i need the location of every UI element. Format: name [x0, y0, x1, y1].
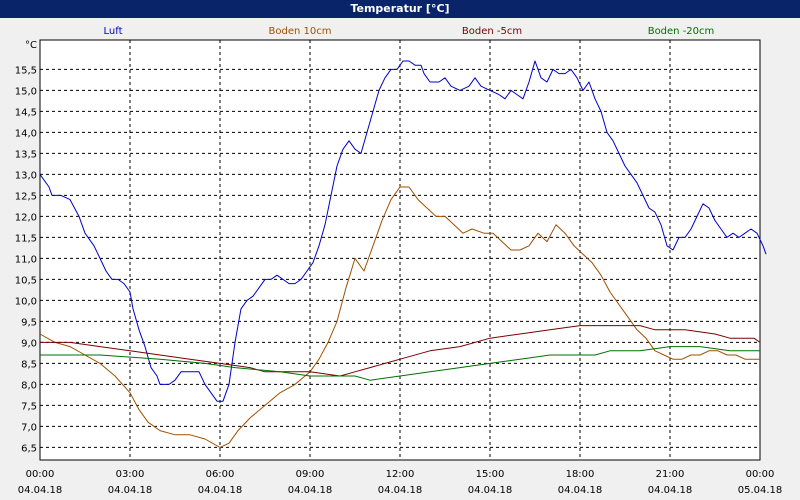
window-title: Temperatur [°C] — [0, 0, 800, 18]
x-tick-date-label: 04.04.18 — [198, 485, 243, 496]
x-tick-date-label: 04.04.18 — [288, 485, 333, 496]
y-axis-unit-label: °C — [25, 40, 37, 51]
y-tick-label: 11,0 — [15, 254, 37, 265]
legend-entry: Boden -5cm — [462, 26, 522, 37]
x-tick-time-label: 06:00 — [206, 469, 235, 480]
y-tick-label: 13,5 — [15, 149, 37, 160]
y-tick-label: 6,5 — [21, 443, 37, 454]
y-tick-label: 11,5 — [15, 233, 37, 244]
y-tick-label: 15,5 — [15, 65, 37, 76]
x-tick-date-label: 04.04.18 — [558, 485, 603, 496]
y-tick-label: 9,0 — [21, 338, 37, 349]
x-tick-date-label: 04.04.18 — [648, 485, 693, 496]
series-line-0 — [39, 60, 767, 402]
y-tick-label: 10,5 — [15, 275, 37, 286]
y-tick-label: 12,5 — [15, 191, 37, 202]
series-line-2 — [40, 325, 761, 377]
x-tick-time-label: 00:00 — [746, 469, 775, 480]
y-tick-label: 14,0 — [15, 128, 37, 139]
x-tick-time-label: 03:00 — [116, 469, 145, 480]
x-tick-date-label: 04.04.18 — [378, 485, 423, 496]
series-line-3 — [40, 346, 760, 381]
x-tick-time-label: 12:00 — [386, 469, 415, 480]
x-tick-time-label: 00:00 — [26, 469, 55, 480]
y-tick-label: 13,0 — [15, 170, 37, 181]
x-tick-time-label: 21:00 — [656, 469, 685, 480]
x-tick-date-label: 04.04.18 — [108, 485, 153, 496]
axes: 6,5 7,0 7,5 8,0 8,5 9,0 9,5 10,0 10,5 11,0 11,5 12,… — [15, 65, 783, 496]
x-tick-date-label: 05.04.18 — [738, 485, 783, 496]
series-lines — [39, 60, 767, 448]
series-line-1 — [39, 186, 760, 448]
y-tick-label: 7,5 — [21, 401, 37, 412]
legend-entry: Luft — [104, 26, 123, 37]
x-tick-time-label: 09:00 — [296, 469, 325, 480]
y-tick-label: 14,5 — [15, 107, 37, 118]
y-tick-label: 15,0 — [15, 86, 37, 97]
x-tick-time-label: 15:00 — [476, 469, 505, 480]
x-tick-date-label: 04.04.18 — [18, 485, 63, 496]
y-tick-label: 10,0 — [15, 296, 37, 307]
legend: Luft Boden 10cm Boden -5cm Boden -20cm — [104, 26, 715, 37]
y-tick-label: 7,0 — [21, 422, 37, 433]
y-tick-label: 9,5 — [21, 317, 37, 328]
y-tick-label: 12,0 — [15, 212, 37, 223]
x-tick-time-label: 18:00 — [566, 469, 595, 480]
x-tick-date-label: 04.04.18 — [468, 485, 513, 496]
legend-entry: Boden -20cm — [648, 26, 715, 37]
legend-entry: Boden 10cm — [269, 26, 332, 37]
y-tick-label: 8,0 — [21, 380, 37, 391]
grid — [40, 40, 760, 460]
y-tick-label: 8,5 — [21, 359, 37, 370]
